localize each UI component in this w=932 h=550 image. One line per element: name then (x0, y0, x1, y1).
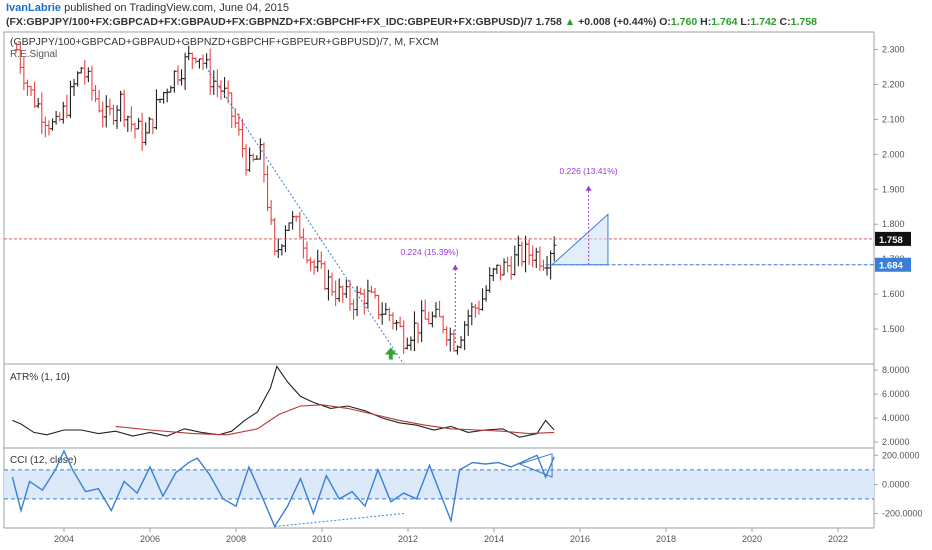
price-y-tick-label: 1.900 (882, 184, 905, 194)
last-price-label: 1.758 (879, 235, 903, 246)
projection-triangle (550, 213, 609, 266)
last-price: 1.758 (535, 16, 562, 28)
x-tick-label: 2008 (226, 534, 246, 544)
cci-divergence-line (274, 512, 404, 528)
price-y-tick-label: 2.000 (882, 149, 905, 159)
cci-y-tick-label: 200.0000 (882, 450, 920, 460)
price-y-tick-label: 2.200 (882, 79, 905, 89)
price-y-tick-label: 2.100 (882, 114, 905, 124)
x-tick-label: 2012 (398, 534, 418, 544)
x-tick-label: 2010 (312, 534, 332, 544)
ohlc-low: 1.742 (750, 16, 777, 28)
x-tick-label: 2020 (742, 534, 762, 544)
measure-label-2: 0.226 (13.41%) (560, 166, 618, 176)
author-name[interactable]: IvanLabrie (6, 2, 62, 14)
symbol-line: (FX:GBPJPY/100+FX:GBPCAD+FX:GBPAUD+FX:GB… (6, 16, 817, 28)
price-y-tick-label: 1.600 (882, 289, 905, 299)
last-price-label-bg (875, 231, 911, 246)
x-tick-label: 2018 (656, 534, 676, 544)
cci-band (4, 469, 874, 499)
atr-panel-title: ATR% (1, 10) (10, 372, 70, 383)
cci-triangle (518, 453, 553, 478)
atr-line (12, 365, 555, 438)
up-triangle-icon: ▲ (564, 16, 576, 28)
atr-y-tick-label: 6.0000 (882, 389, 910, 399)
atr-y-tick-label: 4.0000 (882, 413, 910, 423)
x-tick-label: 2004 (54, 534, 74, 544)
ohlc-close: 1.758 (790, 16, 817, 28)
ohlc-open-label: O: (659, 16, 671, 28)
x-tick-label: 2006 (140, 534, 160, 544)
symbol-expression: (FX:GBPJPY/100+FX:GBPCAD+FX:GBPAUD+FX:GB… (6, 16, 533, 28)
atr-y-tick-label: 2.0000 (882, 437, 910, 447)
published-text: published on TradingView.com, June 04, 2… (64, 2, 289, 14)
price-change: +0.008 (+0.44%) (578, 16, 657, 28)
price-y-tick-label: 1.800 (882, 219, 905, 229)
ohlc-high: 1.764 (711, 16, 738, 28)
atr-y-tick-label: 8.0000 (882, 365, 910, 375)
cci-line (11, 449, 555, 529)
publish-line: IvanLabrie published on TradingView.com,… (6, 2, 289, 14)
ohlc-low-label: L: (740, 16, 751, 28)
measure-label-1: 0.224 (15.39%) (400, 247, 458, 257)
support-price-label-bg (875, 257, 911, 272)
ohlc-open: 1.760 (670, 16, 698, 28)
panel-frames (3, 31, 875, 529)
ohlc-close-label: C: (779, 16, 791, 28)
measure-arrowhead-2 (585, 185, 592, 191)
x-tick-label: 2014 (484, 534, 504, 544)
cci-panel-title: CCI (12, close) (10, 455, 77, 466)
price-panel-title: (GBPJPY/100+GBPCAD+GBPAUD+GBPNZD+GBPCHF+… (10, 36, 439, 48)
atr-average-line (115, 404, 555, 436)
signal-up-arrow-icon (384, 347, 397, 360)
price-y-tick-label: 1.500 (882, 324, 905, 334)
x-tick-label: 2022 (828, 534, 848, 544)
x-tick-label: 2016 (570, 534, 590, 544)
support-price-label: 1.684 (879, 261, 903, 272)
price-panel-subtitle: R.E.Signal (10, 49, 57, 60)
price-y-tick-label: 2.300 (882, 44, 905, 54)
downtrend-line (205, 66, 405, 365)
ohlc-high-label: H: (700, 16, 712, 28)
cci-y-tick-label: -200.0000 (882, 508, 923, 518)
cci-y-tick-label: 0.0000 (882, 479, 910, 489)
measure-arrowhead-1 (452, 264, 459, 270)
